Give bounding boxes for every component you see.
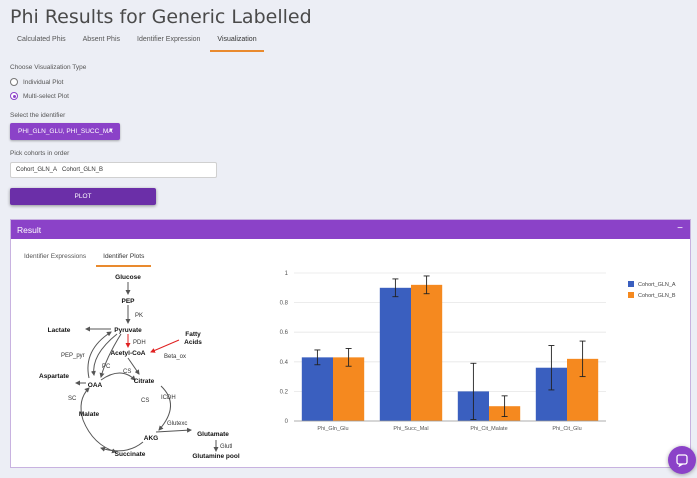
tab-calculated-phis[interactable]: Calculated Phis [17, 36, 66, 43]
cohort-chip-a[interactable]: Cohort_GLN_A [16, 167, 58, 173]
node-pep: PEP [121, 298, 135, 305]
y-tick-label: 0.2 [280, 389, 289, 395]
node-acids: Acids [184, 339, 202, 346]
label-glutexc: Glutexc [167, 421, 187, 427]
cohort-label: Pick cohorts in order [10, 150, 70, 157]
chat-icon [676, 454, 688, 467]
radio-multi-label: Multi-select Plot [23, 92, 69, 100]
node-malate: Malate [79, 411, 100, 418]
node-fatty: Fatty [185, 331, 201, 338]
enzyme-cs: CS [141, 398, 149, 404]
identifier-label: Select the identifier [10, 112, 66, 119]
node-glutamine-pool: Glutamine pool [192, 453, 240, 460]
node-pyruvate: Pyruvate [114, 327, 142, 334]
node-glutamate: Glutamate [197, 431, 229, 438]
enzyme-pk: PK [135, 313, 143, 319]
arrow-pep-pyr [90, 333, 118, 376]
tab-absent-phis[interactable]: Absent Phis [82, 36, 120, 43]
arrow-tca-right [158, 385, 171, 431]
bar [411, 284, 443, 421]
enzyme-pc: PC [102, 364, 111, 370]
arrow-tca-left [80, 387, 90, 421]
enzyme-icdh: ICDH [161, 395, 176, 401]
cohort-input[interactable]: Cohort_GLN_A Cohort_GLN_B [10, 162, 217, 178]
x-tick-label: Phi_Cit_Glu [552, 426, 581, 432]
node-oaa: OAA [88, 382, 103, 389]
arrow-pc [99, 333, 122, 378]
radio-individual-plot[interactable]: Individual Plot [10, 78, 63, 86]
main-tabs: Calculated Phis Absent Phis Identifier E… [10, 33, 267, 52]
legend-swatch [628, 292, 634, 298]
x-tick-label: Phi_Succ_Mal [393, 426, 428, 432]
bar [333, 357, 365, 421]
node-citrate: Citrate [134, 378, 155, 385]
chat-button[interactable] [668, 446, 696, 474]
node-acetyl-coa: Acetyl-CoA [110, 350, 145, 357]
arrow-oaa-pyruvate [87, 331, 112, 379]
label-glutl: Glutl [220, 444, 232, 450]
arrow-tca-bottom [100, 441, 144, 452]
arrow-fatty-acetyl [150, 339, 180, 353]
x-tick-label: Phi_Cit_Malate [470, 426, 507, 432]
tab-identifier-expressions[interactable]: Identifier Expressions [24, 253, 87, 260]
x-tick-label: Phi_Gln_Glu [317, 426, 348, 432]
enzyme-sc: SC [68, 396, 77, 402]
node-aspartate: Aspartate [39, 373, 69, 380]
result-header: Result − [11, 220, 690, 239]
result-tabs: Identifier Expressions Identifier Plots [17, 250, 154, 267]
tab-visualization[interactable]: Visualization [210, 33, 264, 52]
plot-button[interactable]: PLOT [10, 188, 156, 205]
legend-swatch [628, 281, 634, 287]
metabolic-pathway-diagram: Glucose PEP Pyruvate Lactate Fatty Acids… [39, 274, 240, 460]
label-pep-pyr: PEP_pyr [61, 353, 85, 359]
node-akg: AKG [144, 435, 158, 442]
arrow-acetyl-citrate [127, 357, 140, 375]
cohort-chip-b[interactable]: Cohort_GLN_B [62, 167, 104, 173]
tab-identifier-plots[interactable]: Identifier Plots [96, 250, 152, 267]
collapse-icon[interactable]: − [677, 223, 683, 234]
legend-label: Cohort_GLN_B [638, 293, 676, 299]
radio-multi-select-plot[interactable]: Multi-select Plot [10, 92, 69, 100]
enzyme-pdh: PDH [133, 340, 146, 346]
identifier-select-value: PHI_GLN_GLU, PHI_SUCC_MA [18, 128, 113, 135]
page-title: Phi Results for Generic Labelled [10, 6, 312, 28]
y-tick-label: 0.4 [280, 360, 289, 366]
y-tick-label: 0 [285, 419, 289, 425]
label-beta-ox: Beta_ox [164, 354, 186, 360]
y-tick-label: 0.6 [280, 330, 289, 336]
viz-type-label: Choose Visualization Type [10, 64, 87, 71]
arrow-akg-glutamate [155, 427, 192, 433]
enzyme-cs-top: CS [123, 369, 131, 375]
radio-checked-icon [10, 92, 18, 100]
node-succinate: Succinate [115, 451, 146, 458]
result-panel: Result − Identifier Expressions Identifi… [10, 219, 691, 468]
legend-label: Cohort_GLN_A [638, 282, 676, 288]
node-glucose: Glucose [115, 274, 141, 281]
tab-identifier-expression[interactable]: Identifier Expression [137, 36, 201, 43]
radio-individual-label: Individual Plot [23, 78, 64, 86]
arrow-malate-succ [82, 419, 117, 454]
y-tick-label: 1 [285, 271, 289, 277]
radio-unchecked-icon [10, 78, 18, 86]
bar [301, 357, 333, 421]
bar [379, 287, 411, 421]
y-tick-label: 0.8 [280, 301, 289, 307]
result-title: Result [17, 224, 42, 235]
node-lactate: Lactate [48, 327, 71, 334]
identifier-bar-chart: 0 0.2 0.4 0.6 0.8 1 Phi_Gln_Glu Phi_Succ_Mal Phi… [280, 271, 676, 432]
identifier-select[interactable]: PHI_GLN_GLU, PHI_SUCC_MA ▼ [10, 123, 120, 140]
caret-down-icon: ▼ [108, 128, 114, 134]
arrow-oaa-citrate [100, 372, 136, 381]
